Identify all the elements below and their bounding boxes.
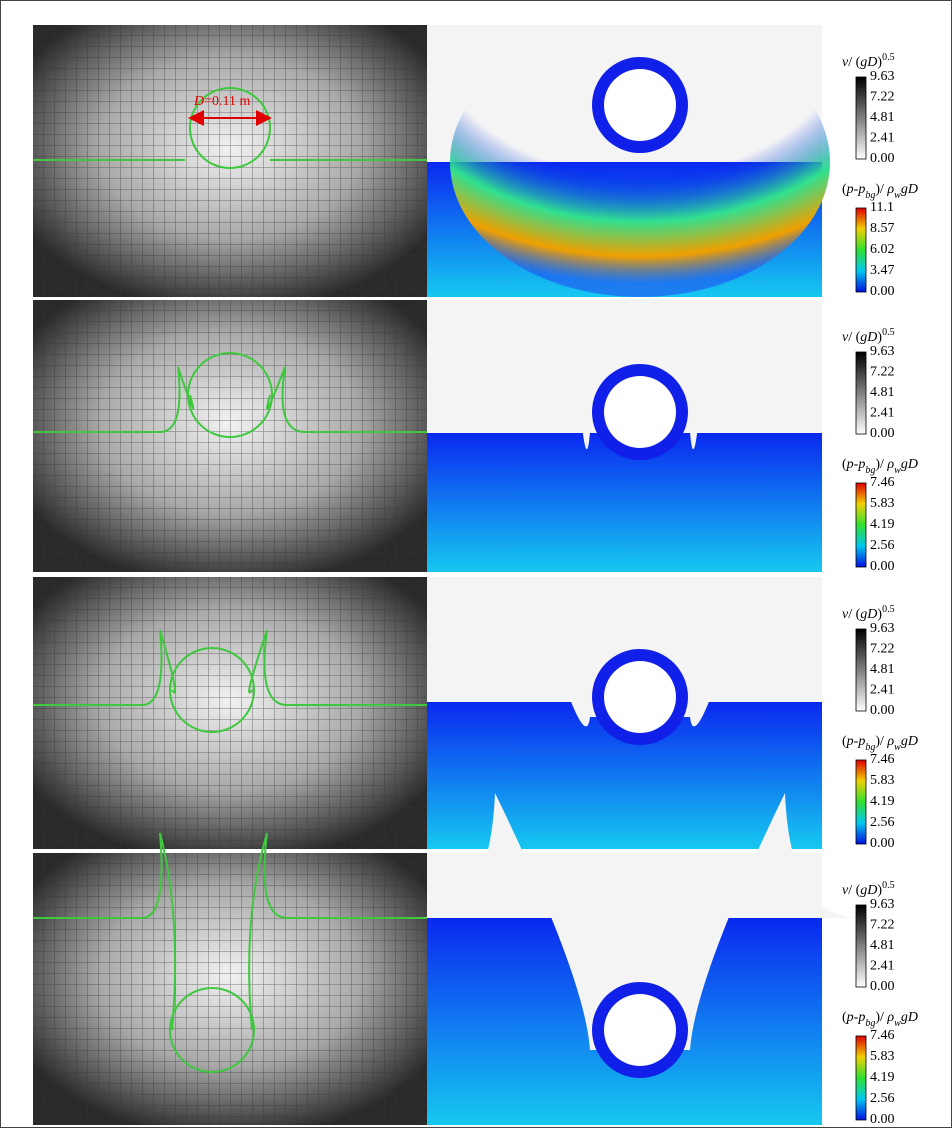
text-part: p bbox=[846, 734, 854, 749]
colorbar-tick-label: 7.22 bbox=[870, 918, 895, 933]
colorbar bbox=[856, 77, 866, 159]
photo-grid bbox=[33, 853, 427, 1125]
text-part: D bbox=[193, 94, 204, 109]
text-part: )/ bbox=[875, 1010, 887, 1025]
text-part: )/ bbox=[875, 457, 887, 472]
colorbar-tick-label: 2.41 bbox=[870, 959, 895, 974]
colorbar-tick-label: 0.00 bbox=[870, 151, 895, 166]
colorbar bbox=[856, 1036, 866, 1120]
colorbar-tick-label: 7.22 bbox=[870, 365, 895, 380]
text-part: p bbox=[846, 1010, 854, 1025]
colorbar-tick-label: 4.19 bbox=[870, 517, 895, 532]
colorbar-tick-label: 0.00 bbox=[870, 426, 895, 441]
colorbar-tick-label: 7.22 bbox=[870, 642, 895, 657]
text-part: gD bbox=[860, 883, 877, 898]
cylinder bbox=[604, 661, 676, 733]
colorbar-tick-label: 7.46 bbox=[870, 752, 895, 767]
cylinder bbox=[604, 376, 676, 448]
text-part: gD bbox=[901, 182, 918, 197]
text-part: )/ bbox=[875, 734, 887, 749]
colorbar-tick-label: 4.81 bbox=[870, 938, 895, 953]
colorbar-tick-label: 2.56 bbox=[870, 1091, 895, 1106]
figure: D=0.11 mv/ (gD)0.59.637.224.812.410.00(p… bbox=[0, 0, 952, 1128]
colorbar-tick-label: 0.00 bbox=[870, 703, 895, 718]
text-part: gD bbox=[901, 734, 918, 749]
colorbar-tick-label: 4.81 bbox=[870, 385, 895, 400]
colorbar-tick-label: 4.81 bbox=[870, 110, 895, 125]
text-part: gD bbox=[860, 607, 877, 622]
colorbar-tick-label: 4.19 bbox=[870, 1070, 895, 1085]
colorbar-tick-label: 5.83 bbox=[870, 1049, 895, 1064]
text-part: bg bbox=[865, 465, 875, 476]
text-part: bg bbox=[865, 742, 875, 753]
colorbar-tick-label: 11.1 bbox=[870, 200, 894, 215]
colorbar bbox=[856, 483, 866, 567]
colorbar-tick-label: 5.83 bbox=[870, 773, 895, 788]
colorbar-tick-label: 2.41 bbox=[870, 683, 895, 698]
colorbar-tick-label: 2.56 bbox=[870, 815, 895, 830]
colorbar-tick-label: 0.00 bbox=[870, 836, 895, 851]
text-part: 0.5 bbox=[882, 52, 895, 63]
colorbar-tick-label: 9.63 bbox=[870, 344, 895, 359]
text-part: p bbox=[857, 182, 865, 197]
text-part: p bbox=[857, 457, 865, 472]
text-part: )/ bbox=[875, 182, 887, 197]
colorbar-tick-label: 7.22 bbox=[870, 90, 895, 105]
photo-grid bbox=[33, 577, 427, 849]
colorbar-tick-label: 8.57 bbox=[870, 221, 895, 236]
colorbar bbox=[856, 208, 866, 292]
text-part: p bbox=[846, 182, 854, 197]
colorbar-tick-label: 0.00 bbox=[870, 1112, 895, 1127]
colorbar bbox=[856, 760, 866, 844]
colorbar-tick-label: 9.63 bbox=[870, 621, 895, 636]
colorbar-tick-label: 2.56 bbox=[870, 538, 895, 553]
colorbar-tick-label: 4.81 bbox=[870, 662, 895, 677]
text-part: bg bbox=[865, 190, 875, 201]
text-part: / ( bbox=[848, 55, 860, 70]
text-part: p bbox=[857, 1010, 865, 1025]
colorbar-tick-label: 4.19 bbox=[870, 794, 895, 809]
row: D=0.11 mv/ (gD)0.59.637.224.812.410.00(p… bbox=[33, 25, 918, 299]
text-part: / ( bbox=[848, 330, 860, 345]
cylinder bbox=[604, 994, 676, 1066]
text-part: gD bbox=[860, 55, 877, 70]
colorbar bbox=[856, 629, 866, 711]
colorbar-tick-label: 2.41 bbox=[870, 131, 895, 146]
colorbar-tick-label: 9.63 bbox=[870, 69, 895, 84]
colorbar-tick-label: 7.46 bbox=[870, 1028, 895, 1043]
colorbar-tick-label: 9.63 bbox=[870, 897, 895, 912]
text-part: 0.5 bbox=[882, 880, 895, 891]
text-part: p bbox=[857, 734, 865, 749]
text-part: / ( bbox=[848, 883, 860, 898]
colorbar-tick-label: 0.00 bbox=[870, 284, 895, 299]
colorbar-tick-label: 7.46 bbox=[870, 475, 895, 490]
colorbar-tick-label: 0.00 bbox=[870, 979, 895, 994]
text-part: gD bbox=[901, 1010, 918, 1025]
colorbar-tick-label: 2.41 bbox=[870, 406, 895, 421]
text-part: =0.11 m bbox=[204, 94, 250, 109]
text-part: gD bbox=[901, 457, 918, 472]
text-part: 0.5 bbox=[882, 327, 895, 338]
diameter-label: D=0.11 m bbox=[193, 94, 251, 109]
cylinder bbox=[604, 69, 676, 141]
colorbar-tick-label: 5.83 bbox=[870, 496, 895, 511]
colorbar bbox=[856, 905, 866, 987]
colorbar-tick-label: 3.47 bbox=[870, 263, 895, 278]
colorbar bbox=[856, 352, 866, 434]
text-part: bg bbox=[865, 1018, 875, 1029]
colorbar-tick-label: 0.00 bbox=[870, 559, 895, 574]
text-part: p bbox=[846, 457, 854, 472]
row: v/ (gD)0.59.637.224.812.410.00(p-pbg)/ ρ… bbox=[33, 300, 918, 574]
text-part: 0.5 bbox=[882, 604, 895, 615]
text-part: / ( bbox=[848, 607, 860, 622]
colorbar-tick-label: 6.02 bbox=[870, 242, 895, 257]
text-part: gD bbox=[860, 330, 877, 345]
